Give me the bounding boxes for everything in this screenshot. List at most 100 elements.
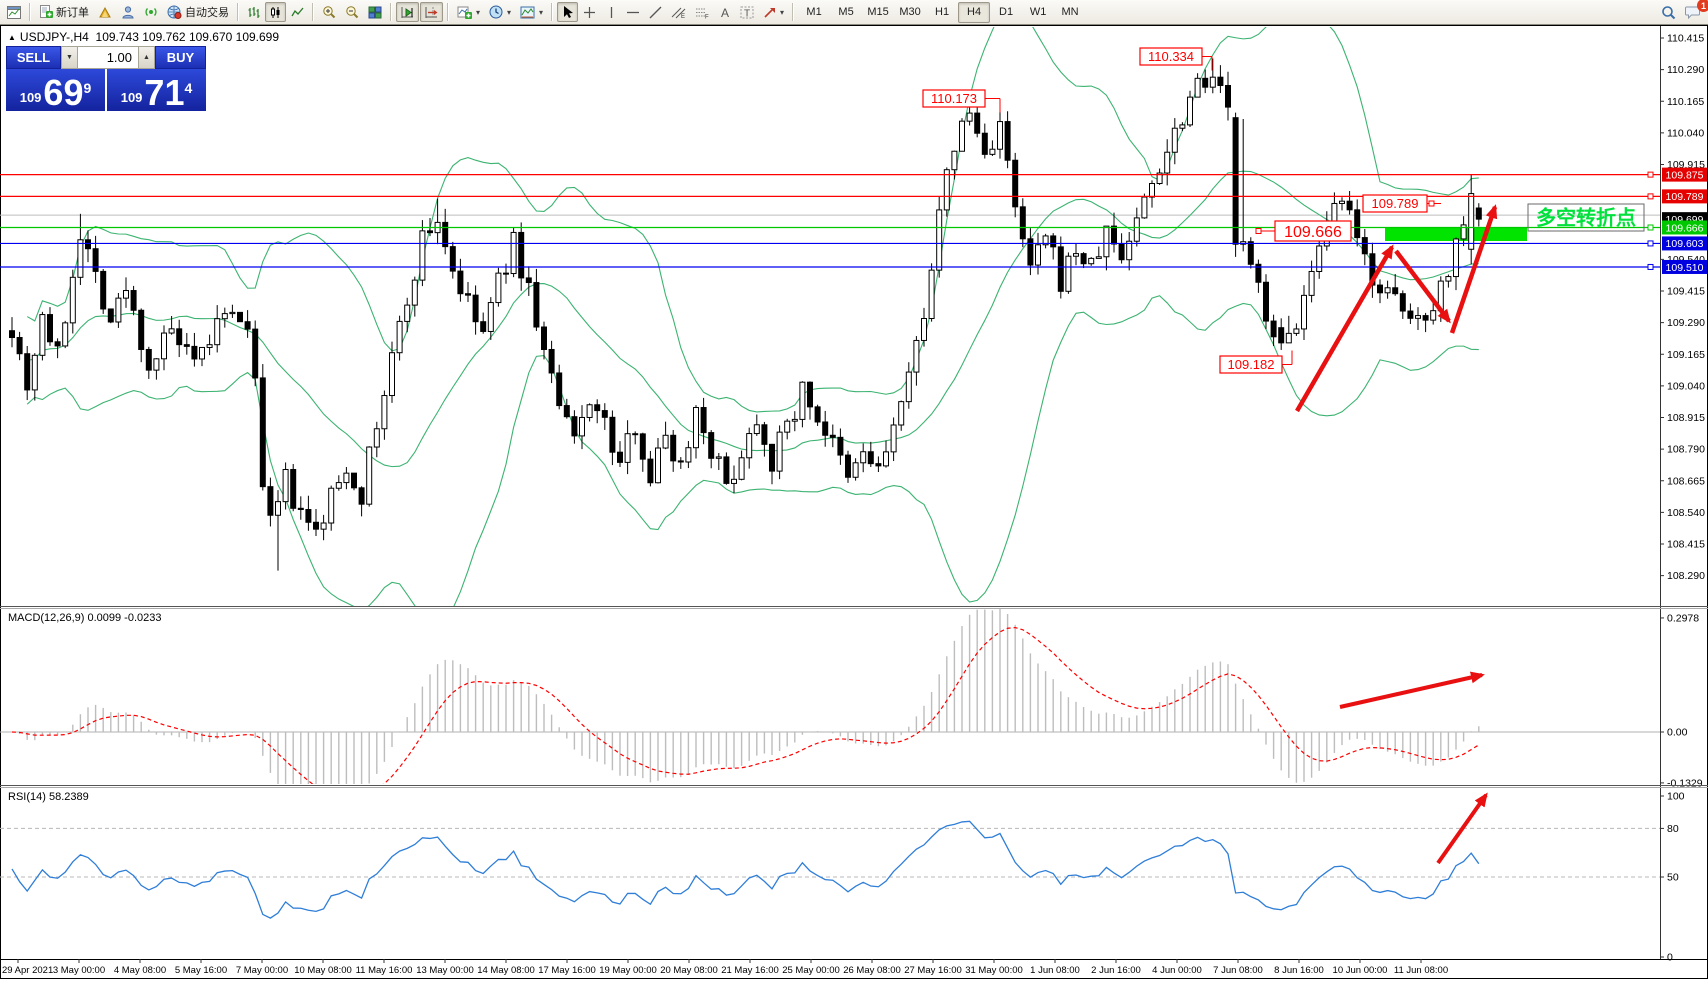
market-depth-button[interactable] <box>94 2 116 22</box>
horizontal-line-icon <box>627 11 640 13</box>
cursor-tool-button[interactable] <box>557 2 579 22</box>
tf-button-M30[interactable]: M30 <box>899 6 921 18</box>
price-badge-109.603 <box>1662 236 1707 251</box>
level-handle-109.666[interactable] <box>1647 224 1654 231</box>
auto-scroll-icon <box>401 6 413 18</box>
auto-scroll-button[interactable] <box>396 2 419 22</box>
candlestick-series <box>9 58 1482 571</box>
person-icon <box>122 6 134 19</box>
y-tick-label: 109.165 <box>1667 349 1705 361</box>
time-label: 4 Jun 00:00 <box>1152 965 1202 976</box>
search-button[interactable] <box>1657 2 1680 22</box>
trendline-tool-button[interactable] <box>645 2 666 22</box>
time-label: 31 May 00:00 <box>965 965 1023 976</box>
tf-button-M15[interactable]: M15 <box>867 6 889 18</box>
price-annotations[interactable]: 110.334 110.173 109.789 109.666 109.182 <box>922 47 1441 374</box>
rsi-panel <box>0 820 1660 919</box>
annotation-box[interactable] <box>922 89 986 108</box>
fibonacci-tool-button[interactable]: F <box>691 2 714 22</box>
rsi-label: RSI(14) 58.2389 <box>8 791 89 803</box>
volume-increase-button[interactable]: ▲ <box>138 46 155 69</box>
timeframe-group: M1 M5 M15 M30 H1 H4 D1 W1 MN <box>798 1 1086 23</box>
vertical-line-tool-button[interactable] <box>601 2 621 22</box>
level-handle-109.51[interactable] <box>1647 263 1654 270</box>
chart-ohlc: 109.743 109.762 109.670 109.699 <box>95 30 280 44</box>
chart-window-icon <box>7 5 21 19</box>
trend-arrow[interactable] <box>1295 244 1394 413</box>
y-tick-label: 109.290 <box>1667 317 1705 329</box>
tile-windows-button[interactable] <box>364 2 386 22</box>
accounts-button[interactable] <box>117 2 139 22</box>
line-chart-mode-button[interactable] <box>287 2 308 22</box>
tf-button-M5[interactable]: M5 <box>838 6 854 18</box>
autotrade-button[interactable]: 自动交易 <box>163 2 233 22</box>
time-label: 4 May 08:00 <box>114 965 166 976</box>
periods-button[interactable]: ▾ <box>485 2 515 22</box>
trend-arrow[interactable] <box>1449 204 1498 334</box>
level-handle-109.789[interactable] <box>1647 193 1654 200</box>
tf-button-MN[interactable]: MN <box>1061 6 1079 18</box>
crosshair-tool-button[interactable] <box>579 2 600 22</box>
tf-button-D1[interactable]: D1 <box>999 6 1014 18</box>
rsi-axis-label: 80 <box>1667 823 1679 835</box>
tf-button-W1[interactable]: W1 <box>1029 6 1047 18</box>
volume-decrease-button[interactable]: ▼ <box>61 46 78 69</box>
candle-chart-mode-button[interactable] <box>265 2 286 22</box>
buy-quote[interactable]: 109 71 4 <box>107 69 206 111</box>
notifications-button[interactable]: 1 <box>1681 0 1708 22</box>
svg-text:F: F <box>705 14 709 19</box>
y-tick-label: 110.290 <box>1667 64 1704 76</box>
arrows-tool-button[interactable]: ▾ <box>759 2 788 22</box>
zoom-in-button[interactable] <box>318 2 340 22</box>
chart-shift-button[interactable] <box>420 2 443 22</box>
chart-canvas[interactable]: 110.334 110.173 109.789 109.666 109.182 多空转折点… <box>0 25 1708 987</box>
macd-arrow[interactable] <box>1339 671 1485 709</box>
crosshair-icon <box>584 6 596 18</box>
time-label: 2 Jun 16:00 <box>1091 965 1141 976</box>
add-indicator-icon <box>457 6 472 19</box>
buy-price-big: 71 <box>144 72 185 113</box>
annotation-box[interactable] <box>1362 194 1428 213</box>
toolbar-separator <box>312 3 314 21</box>
new-order-label: 新订单 <box>56 7 89 19</box>
templates-button[interactable]: ▾ <box>516 2 547 22</box>
bollinger-upper-band <box>26 27 1479 413</box>
annotation-box[interactable] <box>1139 47 1203 66</box>
annotation-box[interactable] <box>1274 220 1352 242</box>
pivot-zone-rectangle[interactable] <box>1385 228 1527 241</box>
level-handle-109.875[interactable] <box>1647 171 1654 178</box>
tf-button-H4[interactable]: H4 <box>958 1 991 23</box>
macd-label: MACD(12,26,9) 0.0099 -0.0233 <box>8 612 161 624</box>
channel-tool-button[interactable]: E <box>667 2 690 22</box>
rsi-axis-label: 100 <box>1667 791 1685 803</box>
note-box[interactable] <box>1527 203 1645 232</box>
tf-button-M1[interactable]: M1 <box>806 6 822 18</box>
text-tool-button[interactable]: A <box>715 2 735 22</box>
sell-quote[interactable]: 109 69 9 <box>6 69 105 111</box>
zoom-out-button[interactable] <box>341 2 363 22</box>
text-label-tool-button[interactable]: T <box>736 2 758 22</box>
annotation-text: 110.334 <box>1148 49 1194 64</box>
time-label: 3 May 00:00 <box>53 965 105 976</box>
trend-arrow[interactable] <box>1394 249 1451 324</box>
new-chart-button[interactable] <box>3 2 25 22</box>
trend-arrows[interactable] <box>1295 204 1498 413</box>
rsi-axis-label: 0 <box>1667 952 1673 964</box>
indicators-button[interactable]: ▾ <box>453 2 484 22</box>
macd-signal-line <box>11 626 1480 784</box>
annotation-box[interactable] <box>1219 355 1283 374</box>
sell-button[interactable]: SELL <box>6 46 61 69</box>
buy-button[interactable]: BUY <box>155 46 206 69</box>
bar-chart-mode-button[interactable] <box>243 2 264 22</box>
horizontal-line-tool-button[interactable] <box>622 2 644 22</box>
volume-input[interactable]: 1.00 <box>78 46 138 69</box>
price-badge-text: 109.666 <box>1666 222 1704 234</box>
title-marker-icon: ▲ <box>8 33 16 42</box>
rsi-arrow[interactable] <box>1436 792 1488 865</box>
new-order-button[interactable]: 新订单 <box>35 2 93 22</box>
y-tick-label: 110.415 <box>1667 33 1704 45</box>
toolbar-separator <box>390 3 392 21</box>
tf-button-H1[interactable]: H1 <box>935 6 950 18</box>
signals-button[interactable] <box>140 2 162 22</box>
level-handle-109.603[interactable] <box>1647 240 1654 247</box>
